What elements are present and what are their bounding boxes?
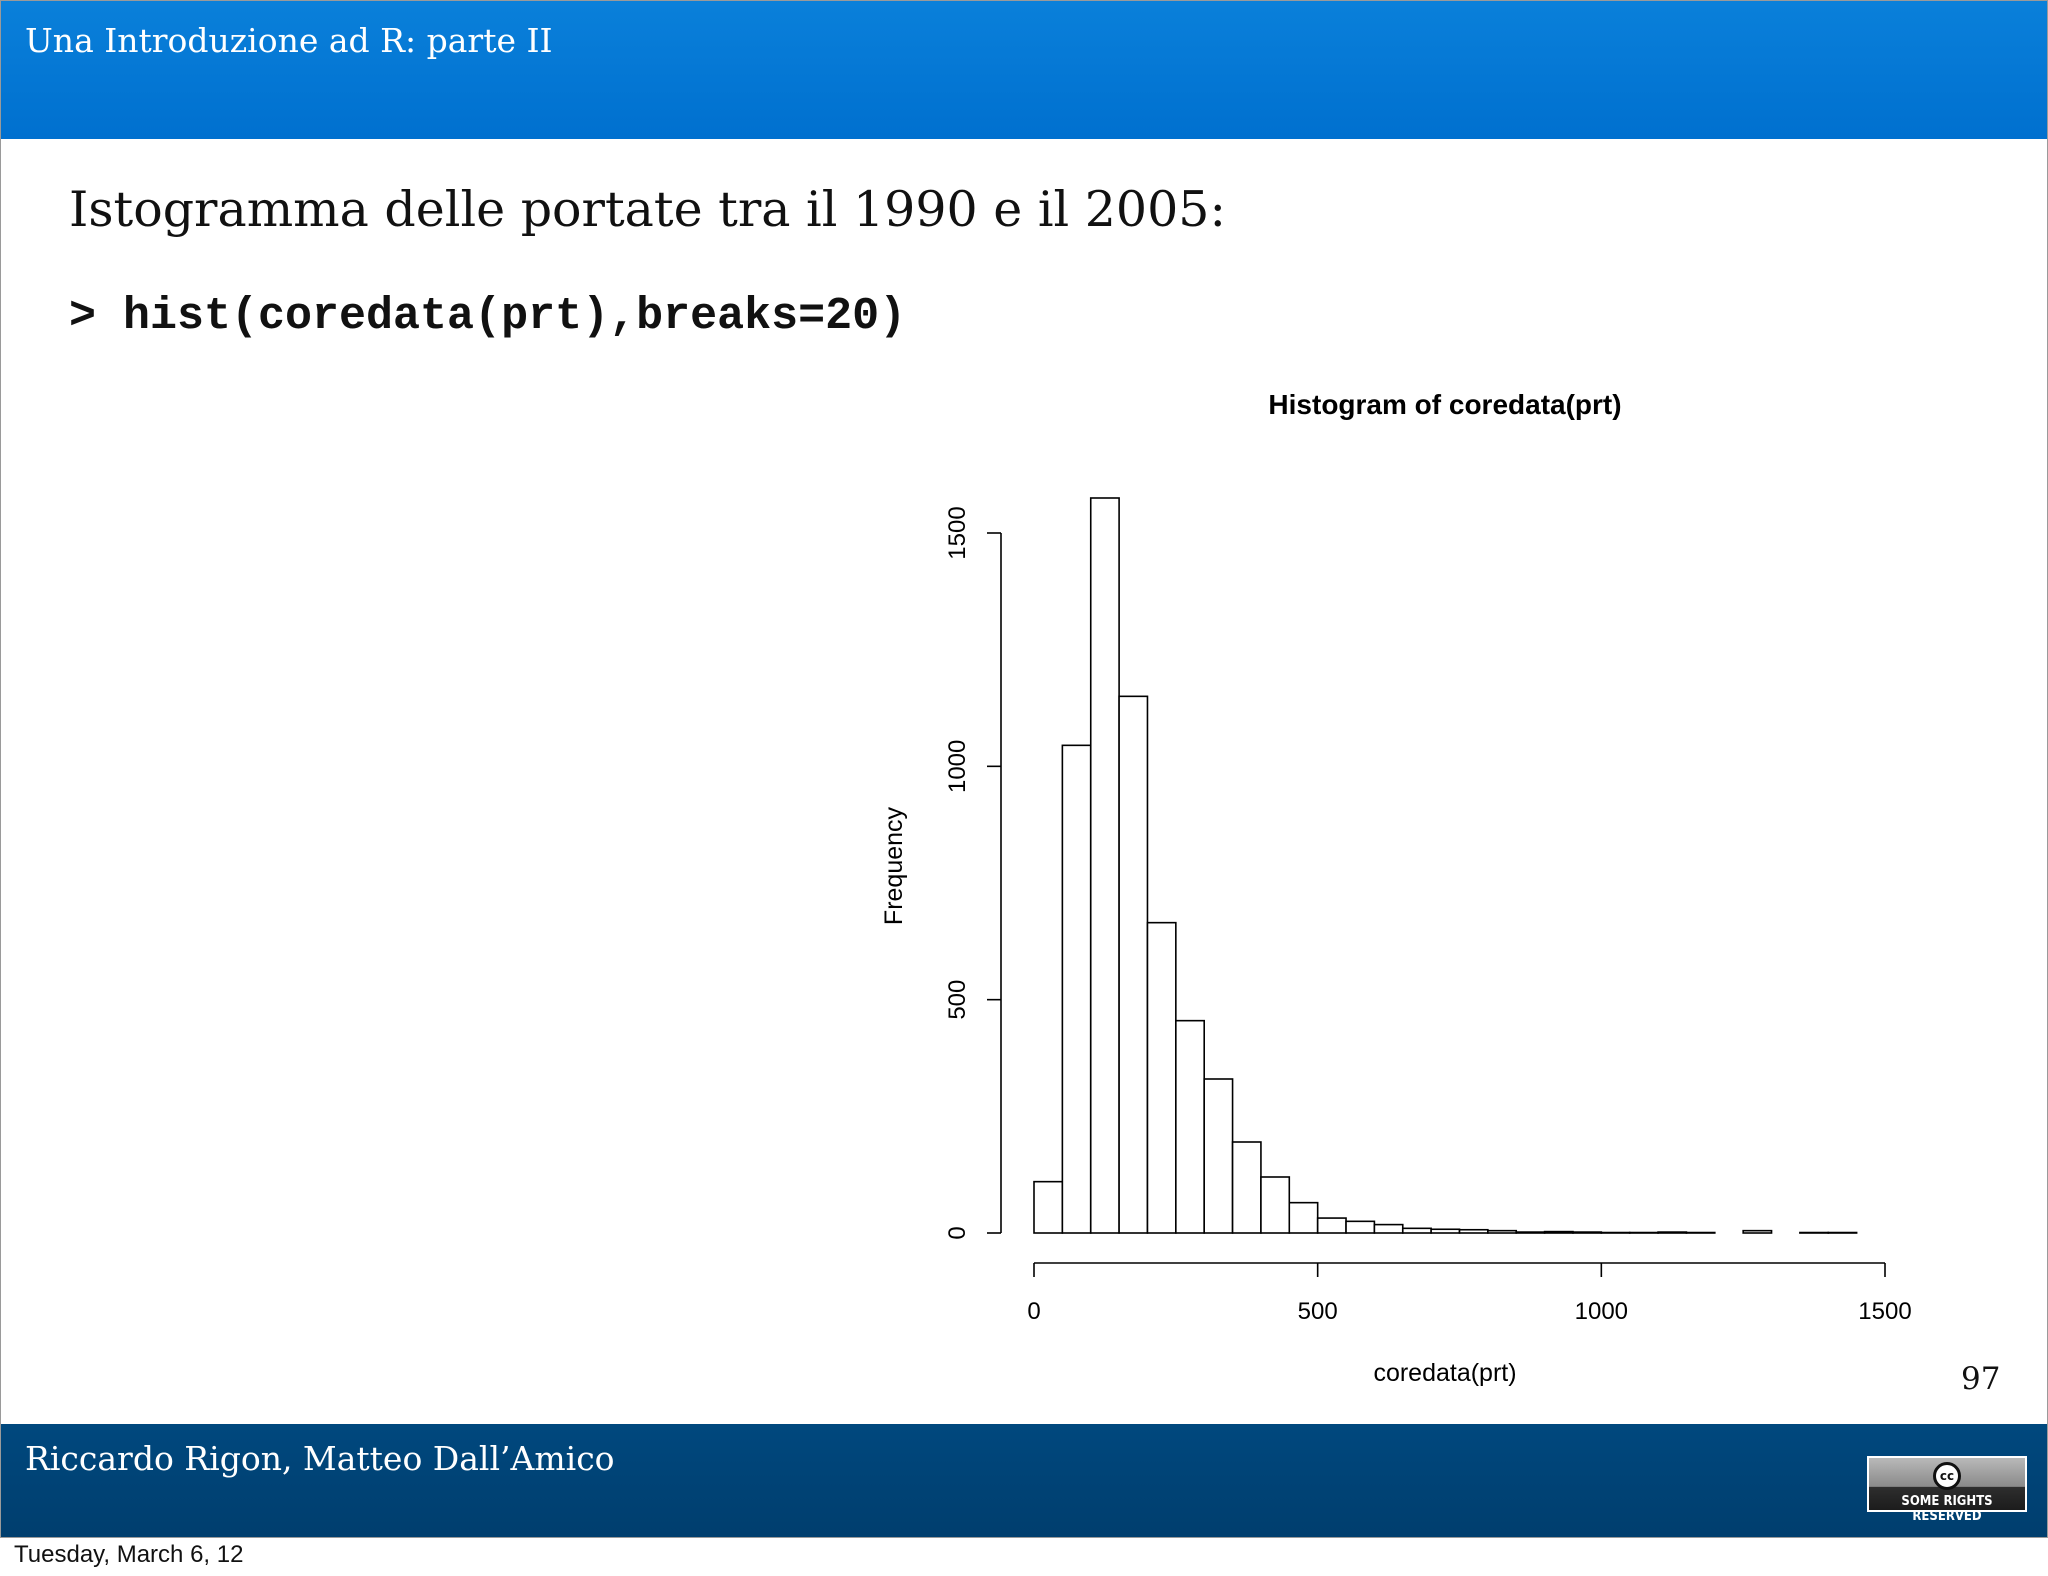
license-badge[interactable]: cc SOME RIGHTS RESERVED bbox=[1867, 1456, 2027, 1524]
histogram-bar bbox=[1345, 1220, 1376, 1234]
chart-title: Histogram of coredata(prt) bbox=[1268, 389, 1621, 420]
histogram-bar bbox=[1401, 1227, 1432, 1234]
x-tick-label: 1500 bbox=[1858, 1298, 1911, 1325]
histogram-bar bbox=[1175, 1019, 1206, 1234]
date-line: Tuesday, March 6, 12 bbox=[14, 1541, 244, 1568]
histogram-bar bbox=[1118, 695, 1149, 1234]
license-badge-label: SOME RIGHTS RESERVED bbox=[1901, 1494, 1993, 1524]
histogram-bar bbox=[1487, 1229, 1518, 1234]
histogram-bar bbox=[1742, 1229, 1773, 1234]
histogram-bar bbox=[1373, 1223, 1404, 1234]
x-tick-label: 500 bbox=[1298, 1298, 1338, 1325]
histogram-bar bbox=[1572, 1231, 1603, 1234]
y-tick-label: 1000 bbox=[944, 740, 971, 793]
slide-heading: Istogramma delle portate tra il 1990 e i… bbox=[69, 181, 1226, 238]
slide: Una Introduzione ad R: parte II Istogram… bbox=[0, 0, 2048, 1538]
header-title: Una Introduzione ad R: parte II bbox=[25, 21, 553, 60]
y-tick-label: 1500 bbox=[944, 506, 971, 559]
histogram-bar bbox=[1061, 744, 1092, 1234]
histogram-bar bbox=[1657, 1231, 1688, 1234]
histogram-bar bbox=[1203, 1078, 1234, 1234]
slide-header: Una Introduzione ad R: parte II bbox=[1, 1, 2047, 139]
histogram-bar bbox=[1515, 1231, 1546, 1234]
histogram-bar bbox=[1430, 1228, 1461, 1234]
histogram-chart: Histogram of coredata(prt) 050010001500 … bbox=[880, 389, 1912, 1387]
code-line: > hist(coredata(prt),breaks=20) bbox=[69, 291, 907, 342]
histogram-bar bbox=[1260, 1176, 1291, 1234]
x-axis: 0 500 1000 1500 bbox=[1027, 1262, 1912, 1325]
y-axis: 0 500 1000 1500 bbox=[944, 506, 1002, 1240]
footer-authors: Riccardo Rigon, Matteo Dall’Amico bbox=[25, 1439, 615, 1478]
page-number: 97 bbox=[1961, 1361, 2001, 1397]
histogram-bar bbox=[1089, 497, 1120, 1234]
histogram-bar bbox=[1146, 921, 1177, 1234]
y-tick-label: 500 bbox=[944, 980, 971, 1020]
histogram-bar bbox=[1288, 1201, 1319, 1234]
histogram-bar bbox=[1033, 1180, 1064, 1234]
y-tick-label: 0 bbox=[944, 1226, 971, 1239]
histogram-bar bbox=[1316, 1217, 1347, 1234]
slide-footer: Riccardo Rigon, Matteo Dall’Amico cc SOM… bbox=[1, 1424, 2047, 1537]
x-tick-label: 0 bbox=[1027, 1298, 1040, 1325]
x-axis-label: coredata(prt) bbox=[1373, 1359, 1516, 1387]
histogram-bar bbox=[1458, 1228, 1489, 1234]
x-tick-label: 1000 bbox=[1575, 1298, 1628, 1325]
creative-commons-icon: cc bbox=[1933, 1462, 1961, 1490]
histogram-bar bbox=[1543, 1230, 1574, 1234]
bars bbox=[1033, 497, 1858, 1234]
y-axis-label: Frequency bbox=[880, 806, 908, 925]
histogram-bar bbox=[1231, 1141, 1262, 1234]
